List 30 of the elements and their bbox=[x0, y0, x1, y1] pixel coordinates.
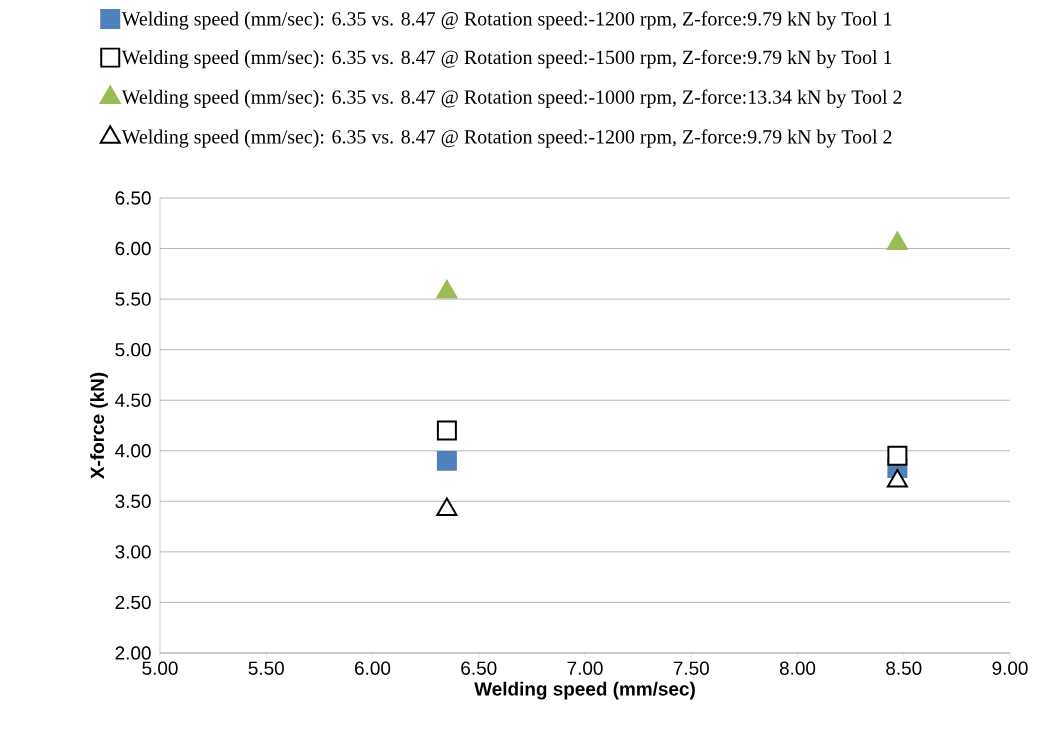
legend-label: Welding speed (mm/sec): 6.35 vs. 8.47 @ Rotation speed:-1500 rpm, Z-force:9.79 kN by Tool 1 bbox=[121, 49, 892, 69]
x-tick-label: 9.00 bbox=[992, 661, 1028, 675]
x-tick-label: 7.50 bbox=[673, 661, 709, 675]
legend-label: Welding speed (mm/sec): 6.35 vs. 8.47 @ Rotation speed:-1200 rpm, Z-force:9.79 kN by Tool 1 bbox=[121, 11, 892, 30]
y-tick-label: 4.50 bbox=[115, 393, 151, 407]
x-tick-label: 5.50 bbox=[248, 661, 284, 675]
y-axis-title: X-force (kN) bbox=[90, 372, 108, 479]
x-tick-label: 8.00 bbox=[779, 661, 816, 675]
y-tick-label: 4.00 bbox=[115, 444, 151, 458]
x-tick-label: 6.00 bbox=[355, 661, 391, 675]
legend-label: Welding speed (mm/sec): 6.35 vs. 8.47 @ Rotation speed:-1200 rpm, Z-force:9.79 kN by Tool 2 bbox=[121, 129, 892, 148]
y-tick-label: 3.50 bbox=[115, 494, 151, 509]
x-tick-label: 5.00 bbox=[142, 661, 178, 675]
legend-label: Welding speed (mm/sec): 6.35 vs. 8.47 @ Rotation speed:-1000 rpm, Z-force:13.34 kN by Tool 2 bbox=[121, 89, 902, 108]
point bbox=[436, 420, 457, 441]
x-tick-label: 6.50 bbox=[461, 661, 497, 675]
point bbox=[436, 450, 457, 471]
x-axis-title: Welding speed (mm/sec) bbox=[474, 681, 695, 700]
point bbox=[887, 445, 908, 466]
y-tick-label: 3.00 bbox=[115, 545, 151, 559]
y-tick-label: 2.50 bbox=[115, 595, 151, 610]
y-tick-label: 2.00 bbox=[115, 646, 151, 660]
point bbox=[886, 231, 908, 250]
y-tick-label: 5.50 bbox=[115, 292, 151, 306]
y-tick-label: 6.00 bbox=[115, 241, 151, 256]
y-tick-label: 6.50 bbox=[115, 191, 151, 205]
y-tick-label: 5.00 bbox=[115, 342, 151, 357]
x-tick-label: 7.00 bbox=[567, 661, 603, 675]
x-tick-label: 8.50 bbox=[886, 661, 922, 675]
point bbox=[436, 280, 458, 299]
